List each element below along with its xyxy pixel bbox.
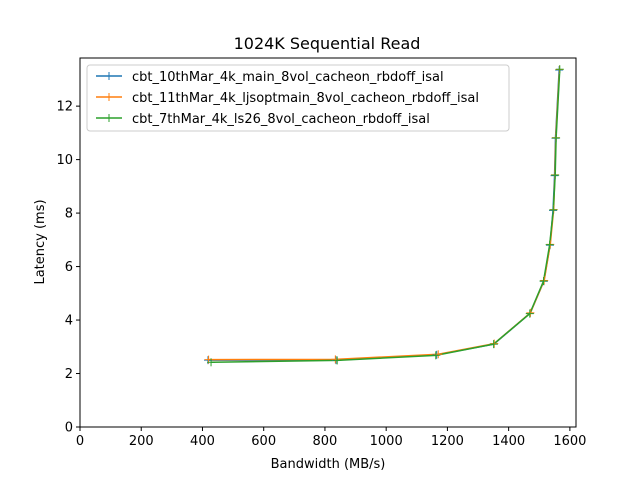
data-point bbox=[551, 171, 560, 180]
legend-item: cbt_7thMar_4k_ls26_8vol_cacheon_rbdoff_i… bbox=[96, 112, 430, 127]
data-point bbox=[207, 358, 216, 367]
legend-label: cbt_7thMar_4k_ls26_8vol_cacheon_rbdoff_i… bbox=[132, 112, 430, 127]
x-tick-label: 1400 bbox=[492, 434, 525, 449]
data-point bbox=[489, 340, 498, 349]
x-tick-label: 800 bbox=[313, 434, 338, 449]
legend-item: cbt_10thMar_4k_main_8vol_cacheon_rbdoff_… bbox=[96, 70, 444, 85]
data-point bbox=[545, 240, 554, 249]
data-point bbox=[333, 356, 342, 365]
x-tick-label: 600 bbox=[251, 434, 276, 449]
legend: cbt_10thMar_4k_main_8vol_cacheon_rbdoff_… bbox=[86, 64, 510, 132]
y-axis-ticks: 0 2 4 6 8 10 12 bbox=[56, 100, 80, 436]
legend-label: cbt_10thMar_4k_main_8vol_cacheon_rbdoff_… bbox=[132, 70, 444, 85]
y-tick-label: 2 bbox=[65, 367, 73, 382]
x-axis-label: Bandwidth (MB/s) bbox=[271, 457, 386, 472]
data-point bbox=[331, 355, 340, 364]
data-point bbox=[525, 309, 534, 318]
x-tick-label: 0 bbox=[76, 434, 84, 449]
chart-title: 1024K Sequential Read bbox=[234, 34, 421, 53]
y-axis-label: Latency (ms) bbox=[33, 199, 48, 284]
legend-item: cbt_11thMar_4k_ljsoptmain_8vol_cacheon_r… bbox=[96, 91, 479, 106]
y-tick-label: 8 bbox=[65, 207, 73, 222]
x-tick-label: 1600 bbox=[553, 434, 586, 449]
y-tick-label: 4 bbox=[65, 314, 73, 329]
data-point bbox=[555, 65, 564, 74]
x-tick-label: 200 bbox=[129, 434, 154, 449]
legend-label: cbt_11thMar_4k_ljsoptmain_8vol_cacheon_r… bbox=[132, 91, 479, 106]
x-axis-ticks: 0 200 400 600 800 1000 1200 1400 1600 bbox=[76, 427, 586, 449]
data-point bbox=[432, 350, 441, 359]
y-tick-label: 10 bbox=[56, 153, 73, 168]
y-tick-label: 12 bbox=[56, 100, 73, 115]
data-point bbox=[526, 308, 535, 317]
plot-markers bbox=[203, 65, 564, 367]
data-point bbox=[539, 277, 548, 286]
x-tick-label: 400 bbox=[190, 434, 215, 449]
data-point bbox=[552, 133, 561, 142]
data-point bbox=[549, 205, 558, 214]
legend-box bbox=[86, 64, 510, 132]
x-tick-label: 1000 bbox=[370, 434, 403, 449]
plot-frame bbox=[79, 57, 577, 428]
x-tick-label: 1200 bbox=[431, 434, 464, 449]
data-point bbox=[540, 276, 549, 285]
y-tick-label: 0 bbox=[65, 421, 73, 436]
y-tick-label: 6 bbox=[65, 260, 73, 275]
data-point bbox=[431, 351, 440, 360]
data-point bbox=[490, 339, 499, 348]
